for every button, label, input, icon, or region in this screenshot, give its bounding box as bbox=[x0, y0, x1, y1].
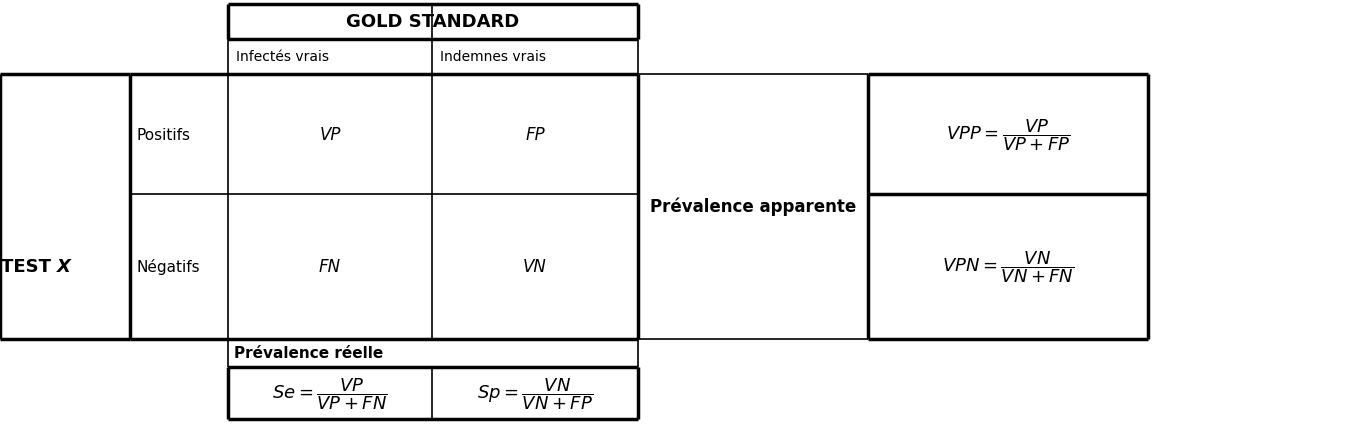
Text: Infectés vrais: Infectés vrais bbox=[236, 50, 329, 64]
Text: TEST: TEST bbox=[1, 257, 57, 275]
Text: $\mathit{Se} = \dfrac{\mathit{VP}}{\mathit{VP} + \mathit{FN}}$: $\mathit{Se} = \dfrac{\mathit{VP}}{\math… bbox=[272, 375, 388, 411]
Text: Indemnes vrais: Indemnes vrais bbox=[440, 50, 546, 64]
Text: GOLD STANDARD: GOLD STANDARD bbox=[347, 13, 519, 31]
Text: VP: VP bbox=[320, 126, 340, 144]
Text: $\mathit{VPN} = \dfrac{\mathit{VN}}{\mathit{VN} + \mathit{FN}}$: $\mathit{VPN} = \dfrac{\mathit{VN}}{\mat… bbox=[941, 249, 1074, 284]
Text: $\mathit{Sp} = \dfrac{\mathit{VN}}{\mathit{VN} + \mathit{FP}}$: $\mathit{Sp} = \dfrac{\mathit{VN}}{\math… bbox=[477, 375, 593, 411]
Text: VN: VN bbox=[523, 257, 546, 275]
Text: FN: FN bbox=[320, 257, 342, 275]
Text: FP: FP bbox=[525, 126, 545, 144]
Text: X: X bbox=[57, 257, 71, 275]
Text: Prévalence réelle: Prévalence réelle bbox=[234, 345, 384, 361]
Text: Négatifs: Négatifs bbox=[137, 259, 199, 274]
Text: Prévalence apparente: Prévalence apparente bbox=[650, 197, 856, 216]
Text: $\mathit{VPP} = \dfrac{\mathit{VP}}{\mathit{VP} + \mathit{FP}}$: $\mathit{VPP} = \dfrac{\mathit{VP}}{\mat… bbox=[945, 117, 1071, 153]
Text: Positifs: Positifs bbox=[137, 127, 190, 142]
